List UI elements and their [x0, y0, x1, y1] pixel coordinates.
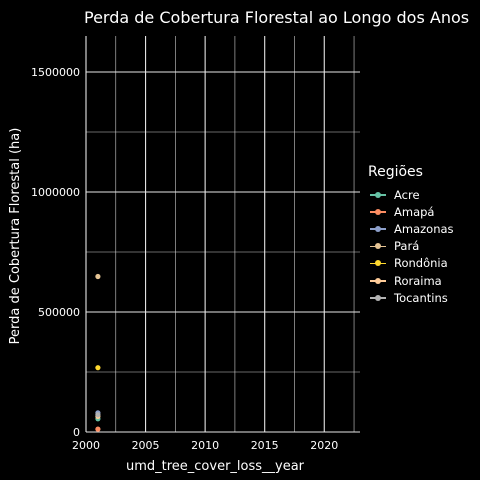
x-axis-label: umd_tree_cover_loss__year: [126, 459, 305, 474]
legend-key: [368, 255, 388, 272]
legend-key: [368, 272, 388, 289]
legend-label: Pará: [394, 239, 420, 254]
legend-key: [368, 289, 388, 306]
chart-title: Perda de Cobertura Florestal ao Longo do…: [84, 8, 469, 27]
legend-key-dot: [375, 225, 381, 232]
axis-ticks: 2000 2005 2010 2015 2020 0 500000 1000000 150000…: [31, 66, 338, 452]
data-point: [95, 365, 101, 371]
data-point: [95, 412, 101, 418]
legend-item: Roraima: [368, 272, 454, 289]
x-tick-label: 2010: [191, 439, 219, 452]
legend-label: Rondônia: [394, 256, 448, 271]
legend-item: Amapá: [368, 203, 454, 220]
legend-key-dot: [375, 260, 381, 267]
x-tick-label: 2005: [132, 439, 160, 452]
y-tick-label: 500000: [38, 306, 80, 319]
legend-label: Acre: [394, 187, 420, 202]
legend-item: Pará: [368, 238, 454, 255]
legend-key-dot: [375, 191, 381, 198]
data-points: [95, 273, 101, 432]
legend-title: Regiões: [368, 164, 423, 180]
x-tick-label: 2000: [72, 439, 100, 452]
legend-key-dot: [375, 277, 381, 284]
legend-item: Acre: [368, 186, 454, 203]
grid: [85, 36, 360, 433]
legend-key-dot: [375, 208, 381, 215]
legend-label: Roraima: [394, 273, 442, 288]
legend-items: Acre Amapá Amazonas Pará Rondônia Roraima Toca…: [368, 186, 454, 306]
legend-item: Amazonas: [368, 220, 454, 237]
x-tick-label: 2020: [310, 439, 338, 452]
x-tick-label: 2015: [251, 439, 279, 452]
legend-key: [368, 186, 388, 203]
legend-key-dot: [375, 243, 381, 250]
data-point: [95, 426, 101, 432]
legend-key: [368, 220, 388, 237]
y-tick-label: 1000000: [31, 186, 80, 199]
legend-item: Rondônia: [368, 255, 454, 272]
legend-key-dot: [375, 294, 381, 301]
legend-key: [368, 203, 388, 220]
legend-item: Tocantins: [368, 289, 454, 306]
legend-label: Tocantins: [394, 290, 448, 305]
legend-key: [368, 238, 388, 255]
y-tick-label: 1500000: [31, 66, 80, 79]
legend: Regiões Acre Amapá Amazonas Pará Rondônia Ror…: [368, 164, 454, 306]
data-point: [95, 273, 101, 280]
y-tick-label: 0: [73, 426, 80, 439]
legend-label: Amazonas: [394, 221, 454, 236]
legend-label: Amapá: [394, 204, 435, 219]
y-axis-label: Perda de Cobertura Florestal (ha): [8, 128, 23, 345]
